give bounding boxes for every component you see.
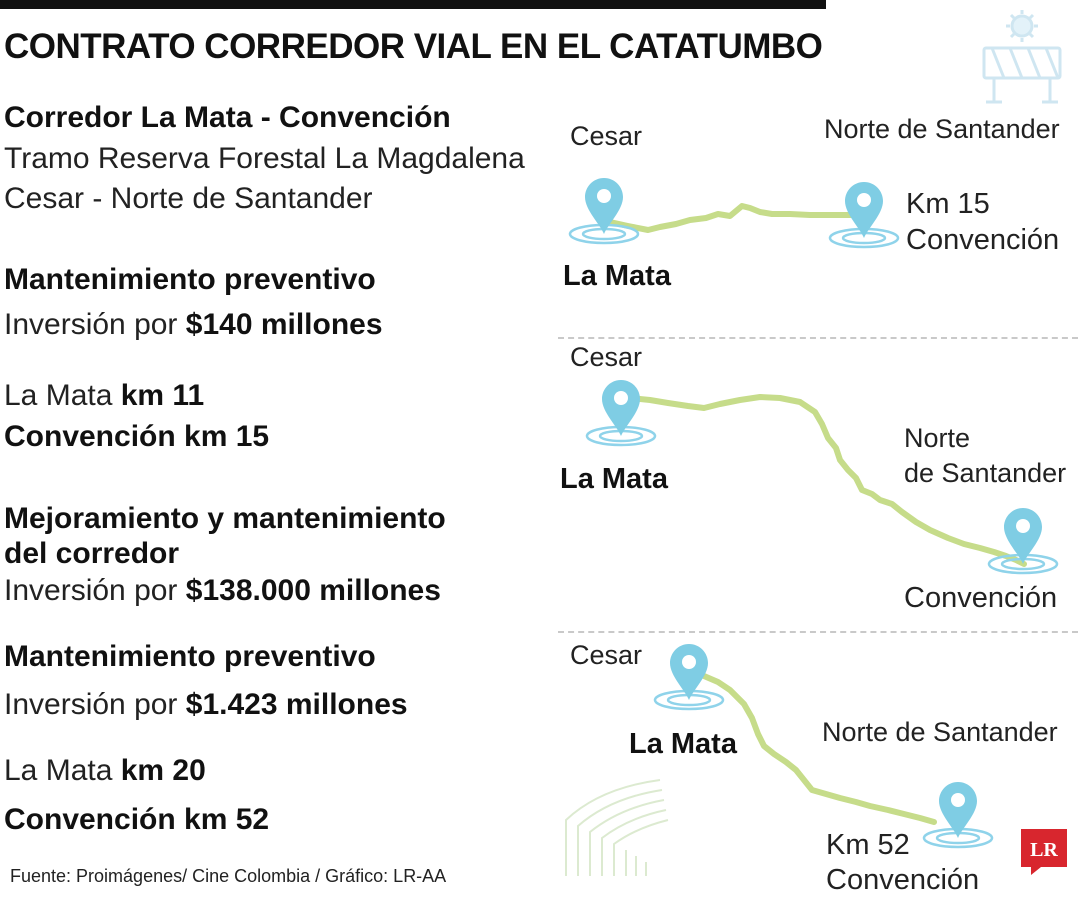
location-pin-icon <box>653 644 725 711</box>
section1-investment: Inversión por $140 millones <box>4 307 383 343</box>
section3-km-b: Convención km 52 <box>4 803 270 836</box>
section2-heading-line2: del corredor <box>4 537 180 570</box>
page-title: CONTRATO CORREDOR VIAL EN EL CATATUMBO <box>4 27 823 66</box>
location-pin-icon <box>568 178 640 245</box>
invest-amount: $140 millones <box>185 308 383 341</box>
section1-km-a: La Mata km 11 <box>4 378 204 414</box>
invest-amount: $1.423 millones <box>185 688 408 721</box>
location-pin-icon <box>922 782 994 849</box>
map1-destination: Convención <box>906 224 1060 256</box>
map3-destination-region: Norte de Santander <box>822 717 1058 747</box>
km-prefix: La Mata <box>4 754 121 787</box>
divider-2 <box>558 631 1078 633</box>
invest-amount: $138.000 millones <box>185 574 441 607</box>
section1-heading: Mantenimiento preventivo <box>4 263 376 296</box>
section3-heading: Mantenimiento preventivo <box>4 640 376 673</box>
map1-origin: La Mata <box>563 260 671 292</box>
map1-dest-km: Km 15 <box>906 188 990 220</box>
location-pin-icon <box>987 508 1059 575</box>
corridor-line-2: Cesar - Norte de Santander <box>4 182 373 215</box>
location-pin-icon <box>585 380 657 447</box>
map3-origin-region: Cesar <box>570 640 643 670</box>
top-rule <box>0 0 826 9</box>
map2-destination-region-line1: Norte <box>904 423 971 453</box>
theater-seats-icon <box>565 779 669 876</box>
route-line-3 <box>701 673 937 825</box>
source-credit: Fuente: Proimágenes/ Cine Colombia / Grá… <box>10 866 447 886</box>
map2-destination: Convención <box>904 582 1058 614</box>
km-value: km 20 <box>120 754 206 787</box>
invest-prefix: Inversión por <box>4 308 186 341</box>
section3-km-a: La Mata km 20 <box>4 753 206 789</box>
route-line-1 <box>607 203 855 233</box>
lr-logo-text: LR <box>1030 839 1058 861</box>
corridor-line-1: Tramo Reserva Forestal La Magdalena <box>4 142 525 175</box>
map2-destination-region-line2: de Santander <box>904 458 1067 488</box>
map2-origin: La Mata <box>560 463 668 495</box>
section1-km-b: Convención km 15 <box>4 420 270 453</box>
map3-destination: Convención <box>826 864 980 896</box>
section2-heading-line1: Mejoramiento y mantenimiento <box>4 502 446 535</box>
section2-investment: Inversión por $138.000 millones <box>4 573 441 609</box>
road-barrier-icon <box>982 10 1062 104</box>
km-value: km 11 <box>120 379 205 412</box>
map3-origin: La Mata <box>629 728 737 760</box>
divider-1 <box>558 337 1078 339</box>
map2-origin-region: Cesar <box>570 342 643 372</box>
corridor-title: Corredor La Mata - Convención <box>4 101 451 134</box>
map1-origin-region: Cesar <box>570 121 643 151</box>
map3-dest-km: Km 52 <box>826 829 910 861</box>
km-prefix: La Mata <box>4 379 121 412</box>
invest-prefix: Inversión por <box>4 574 186 607</box>
route-line-2 <box>627 394 1027 567</box>
section3-investment: Inversión por $1.423 millones <box>4 687 408 723</box>
invest-prefix: Inversión por <box>4 688 186 721</box>
map1-destination-region: Norte de Santander <box>824 114 1060 144</box>
lr-logo: LR <box>1021 829 1067 875</box>
